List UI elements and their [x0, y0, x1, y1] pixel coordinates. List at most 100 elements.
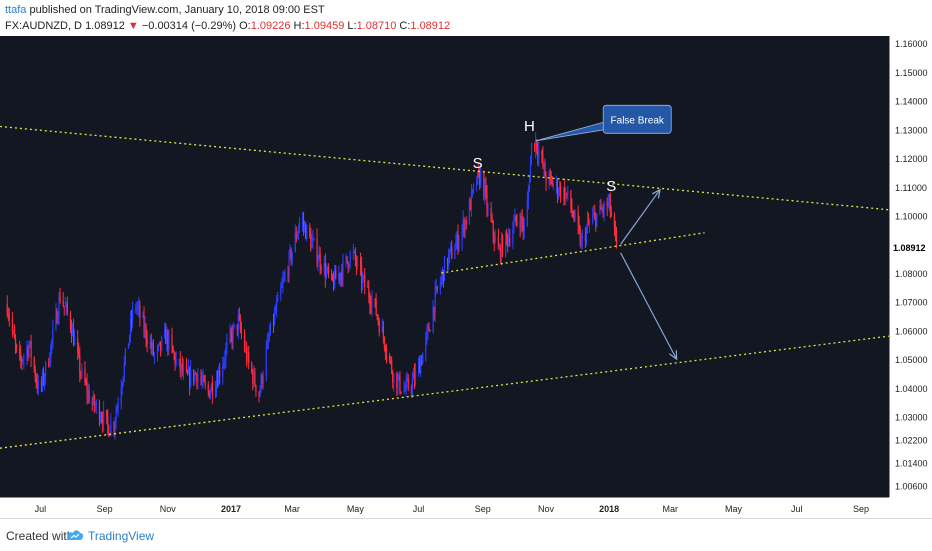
candle-body	[14, 338, 17, 345]
candle-body	[179, 359, 181, 371]
lower-support-trendline[interactable]	[0, 335, 890, 449]
candle-body	[585, 227, 588, 242]
candle-body	[361, 266, 363, 284]
bear-arrow[interactable]	[620, 252, 678, 360]
tradingview-cloud-icon[interactable]	[66, 528, 84, 542]
candle-body	[93, 395, 95, 407]
price-change: −0.00314 (−0.29%)	[141, 20, 237, 32]
candle-body	[345, 256, 347, 261]
candle-body	[244, 347, 247, 350]
callout-text: False Break	[611, 115, 665, 126]
candle-body	[296, 234, 298, 239]
bull-arrow[interactable]	[620, 189, 661, 245]
candle-body	[342, 260, 344, 280]
candle-body	[393, 373, 395, 383]
candle-body	[145, 325, 147, 340]
candle-body	[289, 249, 291, 253]
tradingview-brand[interactable]: TradingView	[88, 529, 155, 543]
close-label: C:	[399, 20, 411, 32]
candle-body	[392, 372, 394, 383]
candle-body	[113, 423, 115, 430]
candle-body	[570, 190, 572, 209]
candle-body	[601, 209, 603, 211]
footer: Created with TradingView	[0, 518, 932, 551]
candle-body	[128, 335, 131, 344]
candle-body	[298, 222, 301, 230]
candle-body	[187, 369, 190, 375]
candle-body	[608, 194, 610, 203]
candle-body	[211, 383, 214, 396]
candle-body	[440, 276, 442, 283]
price-chart[interactable]: S H S False Break 1.16000 1.15000 1.14000 1.13…	[0, 36, 932, 518]
pattern-label[interactable]: S	[606, 178, 616, 195]
price-tick-label: 1.14000	[895, 97, 928, 107]
candle-body	[158, 341, 161, 345]
candle-body	[352, 251, 354, 254]
high-value: 1.09459	[304, 20, 345, 32]
candle-body	[586, 220, 589, 228]
candle-body	[551, 179, 553, 187]
price-axis[interactable]	[889, 36, 932, 518]
candle-body	[468, 200, 470, 224]
time-tick-label: Jul	[791, 504, 803, 514]
candle-body	[472, 184, 475, 190]
price-axis-labels: 1.16000 1.15000 1.14000 1.13000 1.12000 1.110…	[890, 39, 932, 492]
candle-body	[610, 212, 612, 217]
time-axis[interactable]	[0, 497, 889, 518]
candle-body	[450, 246, 452, 250]
neckline-trendline[interactable]	[441, 232, 705, 274]
candle-body	[508, 237, 510, 245]
candle-body	[427, 326, 429, 331]
candle-body	[276, 301, 278, 312]
price-tick-label: 1.15000	[895, 68, 928, 78]
candle-body	[599, 205, 601, 214]
candle-body	[485, 185, 487, 192]
time-tick-label: Mar	[663, 504, 679, 514]
candle-body	[21, 359, 23, 362]
upper-resistance-trendline[interactable]	[0, 125, 890, 211]
candle-body	[587, 220, 590, 224]
candle-body	[433, 307, 435, 314]
candle-body	[442, 270, 445, 282]
candle-body	[600, 205, 602, 210]
pattern-label[interactable]: S	[473, 155, 483, 172]
candle-body	[327, 267, 330, 274]
candle-body	[398, 374, 400, 379]
last-price-marker	[890, 239, 932, 254]
candle-body	[439, 282, 441, 290]
candle-body	[86, 383, 88, 395]
candle-body	[535, 139, 537, 151]
price-tick-label: 1.10000	[895, 212, 928, 222]
candle-body	[577, 211, 579, 226]
candle-body	[123, 361, 125, 378]
candle-body	[325, 270, 327, 278]
candle-body	[391, 360, 393, 373]
candle-body	[477, 170, 479, 184]
candle-body	[172, 346, 174, 353]
author-link[interactable]: ttafa	[5, 4, 27, 16]
candle-body	[173, 352, 175, 355]
candle-body	[267, 339, 269, 341]
candle-body	[521, 215, 523, 224]
symbol-label[interactable]: FX:AUDNZD, D	[5, 20, 82, 32]
candle-body	[49, 361, 51, 366]
down-triangle-icon: ▼	[127, 20, 139, 32]
candle-body	[92, 395, 94, 404]
pattern-label[interactable]: H	[524, 118, 535, 135]
candle-body	[74, 338, 76, 346]
candle-body	[420, 359, 422, 374]
candle-body	[79, 354, 81, 374]
candle-body	[48, 361, 50, 366]
candle-body	[268, 334, 270, 340]
bull-arrow-head	[651, 188, 661, 199]
candle-body	[164, 329, 166, 338]
callout-box[interactable]	[602, 104, 672, 134]
candle-body	[85, 382, 87, 384]
candle-body	[470, 191, 473, 211]
candle-body	[334, 270, 336, 288]
candle-body	[523, 225, 525, 231]
candle-body	[135, 307, 137, 309]
candle-body	[347, 262, 349, 269]
candle-body	[280, 287, 282, 295]
low-label: L:	[347, 20, 357, 32]
